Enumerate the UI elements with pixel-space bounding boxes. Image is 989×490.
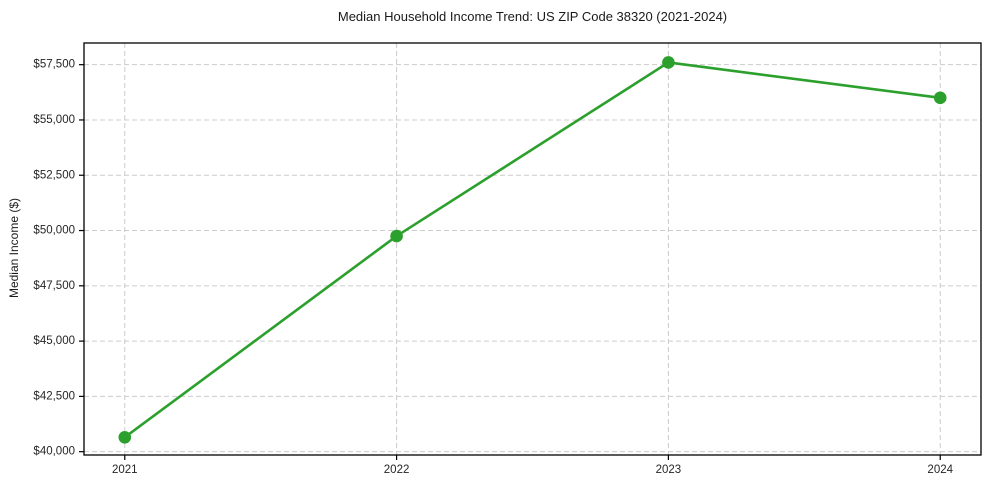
trend-line (123, 61, 942, 439)
y-tick-label: $50,000 (33, 225, 75, 237)
x-tick-label: 2022 (384, 464, 410, 476)
y-tick-label: $40,000 (33, 446, 75, 458)
data-point-2023 (662, 56, 675, 69)
x-tick-label: 2021 (112, 464, 138, 476)
y-tick-label: $57,500 (33, 59, 75, 71)
y-tick-label: $45,000 (33, 335, 75, 347)
data-point-2024 (933, 91, 947, 105)
plot-border (83, 42, 982, 456)
y-axis-label: Median Income ($) (7, 197, 21, 299)
y-tick-label: $42,500 (33, 390, 75, 402)
data-point-2021 (118, 431, 132, 444)
x-tick-label: 2023 (656, 464, 682, 476)
y-tick-label: $47,500 (33, 280, 75, 292)
y-tick-label: $52,500 (33, 169, 75, 181)
chart-title: Median Household Income Trend: US ZIP Co… (337, 9, 728, 24)
data-point-2022 (390, 229, 403, 243)
y-tick-label: $55,000 (33, 114, 75, 126)
x-tick-label: 2024 (927, 464, 953, 476)
